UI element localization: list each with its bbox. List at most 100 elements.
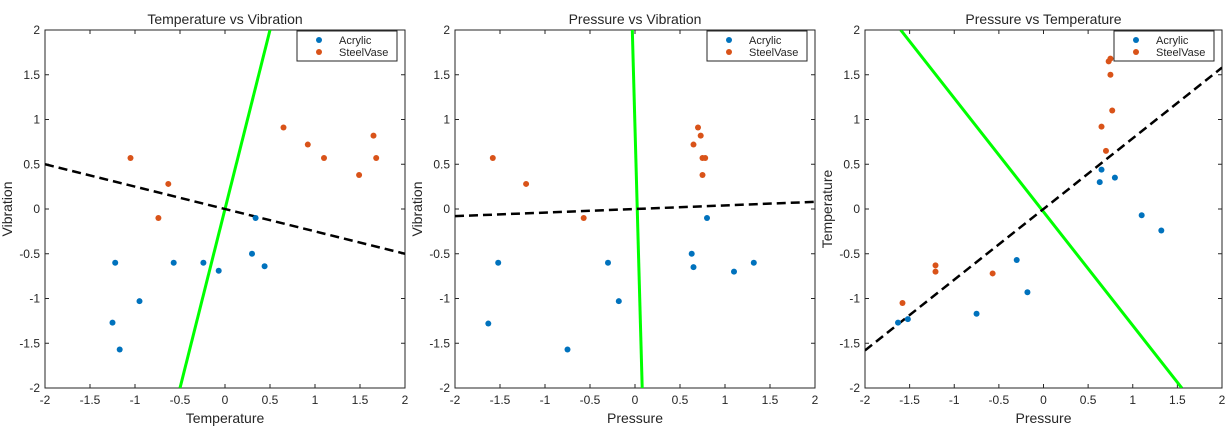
y-tick-label: 1	[853, 113, 860, 127]
x-tick-label: -2	[450, 393, 461, 407]
data-point	[170, 259, 177, 266]
x-tick-label: 2	[402, 393, 409, 407]
y-tick-label: -1	[439, 292, 450, 306]
data-point	[116, 346, 123, 353]
data-point	[702, 154, 709, 161]
x-axis-label: Pressure	[1015, 410, 1071, 426]
legend-marker	[726, 37, 732, 43]
x-tick-label: -1	[949, 393, 960, 407]
y-tick-label: -0.5	[19, 247, 40, 261]
legend-marker	[316, 49, 322, 55]
data-point	[373, 154, 380, 161]
data-point	[750, 259, 757, 266]
y-axis-label: Vibration	[409, 181, 425, 236]
data-point	[356, 171, 363, 178]
data-point	[932, 262, 939, 269]
data-point	[973, 310, 980, 317]
chart-title: Pressure vs Vibration	[569, 11, 702, 27]
boundary-lines	[865, 30, 1222, 388]
y-tick-label: 1	[443, 113, 450, 127]
data-point	[1158, 227, 1165, 234]
x-tick-label: 0	[1040, 393, 1047, 407]
data-point	[495, 259, 502, 266]
x-tick-label: -0.5	[989, 393, 1010, 407]
chart-panel-2: -2 -1.5 -1 -0.5 0 0.5 1 1.5 2 -2 -1.5 -1 -0.5 0 0.5 1 1.…	[409, 11, 819, 426]
x-tick-label: 2	[1219, 393, 1226, 407]
y-tick-label: -1	[849, 292, 860, 306]
data-point	[1013, 257, 1020, 264]
legend-marker	[1133, 49, 1139, 55]
series-acrylic	[485, 214, 757, 353]
x-tick-label: -1.5	[80, 393, 101, 407]
y-tick-label: 2	[33, 23, 40, 37]
y-tick-label: -2	[849, 381, 860, 395]
y-tick-label: 0.5	[433, 157, 450, 171]
legend-label: Acrylic	[1156, 35, 1189, 47]
y-tick-label: -1	[29, 292, 40, 306]
y-tick-label: -0.5	[839, 247, 860, 261]
y-tick-label: -2	[29, 381, 40, 395]
y-tick-label: 0	[853, 202, 860, 216]
y-tick-label: 1.5	[23, 68, 40, 82]
data-point	[523, 180, 530, 187]
y-tick-label: 0	[33, 202, 40, 216]
data-point	[304, 141, 311, 148]
data-point	[690, 141, 697, 148]
legend-marker	[726, 49, 732, 55]
x-tick-label: 1	[312, 393, 319, 407]
dashed-black-line	[865, 66, 1222, 352]
data-point	[370, 132, 377, 139]
x-tick-label: -1	[540, 393, 551, 407]
series-steelvase	[127, 124, 380, 221]
data-point	[109, 319, 116, 326]
data-point	[1107, 71, 1114, 78]
x-tick-label: -1	[130, 393, 141, 407]
y-tick-label: 1.5	[843, 68, 860, 82]
legend-box	[1113, 30, 1215, 62]
x-tick-label: 1	[1129, 393, 1136, 407]
data-point	[989, 270, 996, 277]
data-point	[899, 299, 906, 306]
chart-panel-3: -2 -1.5 -1 -0.5 0 0.5 1 1.5 2 -2 -1.5 -1 -0.5 0 0.5 1 1.…	[819, 11, 1226, 426]
series-acrylic	[109, 214, 268, 353]
data-point	[1107, 55, 1114, 62]
y-tick-label: 1	[33, 113, 40, 127]
data-point	[690, 264, 697, 271]
legend-label: SteelVase	[749, 47, 798, 59]
legend-marker	[1133, 37, 1139, 43]
data-point	[136, 298, 143, 305]
data-point	[485, 320, 492, 327]
data-point	[215, 267, 222, 274]
x-tick-label: 2	[812, 393, 819, 407]
x-tick-label: -0.5	[170, 393, 191, 407]
legend-box	[706, 30, 808, 62]
legend-label: Acrylic	[749, 35, 782, 47]
x-tick-label: 1	[722, 393, 729, 407]
series-steelvase	[489, 124, 709, 221]
data-point	[731, 268, 737, 275]
legend-label: Acrylic	[339, 35, 372, 47]
y-tick-label: -1.5	[429, 336, 450, 350]
data-point	[1096, 179, 1103, 186]
solid-green-line	[899, 30, 1184, 388]
data-point	[1102, 147, 1109, 154]
y-tick-label: -1.5	[839, 336, 860, 350]
data-point	[489, 154, 496, 161]
dashed-black-line	[455, 200, 815, 218]
series-acrylic	[895, 166, 1165, 326]
legend-label: SteelVase	[1156, 47, 1205, 59]
y-tick-label: 0.5	[23, 157, 40, 171]
y-tick-label: -2	[439, 381, 450, 395]
y-tick-label: 2	[853, 23, 860, 37]
y-tick-label: 2	[443, 23, 450, 37]
x-tick-label: 1.5	[352, 393, 369, 407]
dashed-black-line	[45, 163, 405, 255]
x-tick-label: 1.5	[1169, 393, 1186, 407]
x-tick-label: 0.5	[262, 393, 279, 407]
y-tick-label: 0.5	[843, 157, 860, 171]
y-tick-label: -1.5	[19, 336, 40, 350]
data-point	[1138, 212, 1145, 219]
chart-title: Temperature vs Vibration	[147, 11, 302, 27]
